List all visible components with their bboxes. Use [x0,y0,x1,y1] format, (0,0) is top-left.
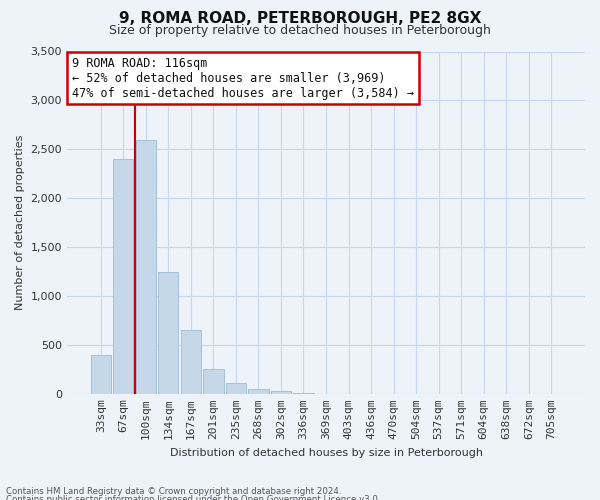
Bar [136,140,156,394]
Bar [293,393,314,394]
Text: 9, ROMA ROAD, PETERBOROUGH, PE2 8GX: 9, ROMA ROAD, PETERBOROUGH, PE2 8GX [119,11,481,26]
Bar [271,392,291,394]
Text: Contains HM Land Registry data © Crown copyright and database right 2024.: Contains HM Land Registry data © Crown c… [6,488,341,496]
Text: Size of property relative to detached houses in Peterborough: Size of property relative to detached ho… [109,24,491,37]
Bar [248,389,269,394]
Bar [113,159,133,394]
Bar [226,383,246,394]
Text: 9 ROMA ROAD: 116sqm
← 52% of detached houses are smaller (3,969)
47% of semi-det: 9 ROMA ROAD: 116sqm ← 52% of detached ho… [72,56,414,100]
Bar [181,330,201,394]
Bar [203,370,224,394]
Text: Contains public sector information licensed under the Open Government Licence v3: Contains public sector information licen… [6,495,380,500]
Bar [91,354,111,394]
Bar [158,272,178,394]
Y-axis label: Number of detached properties: Number of detached properties [15,135,25,310]
X-axis label: Distribution of detached houses by size in Peterborough: Distribution of detached houses by size … [170,448,482,458]
